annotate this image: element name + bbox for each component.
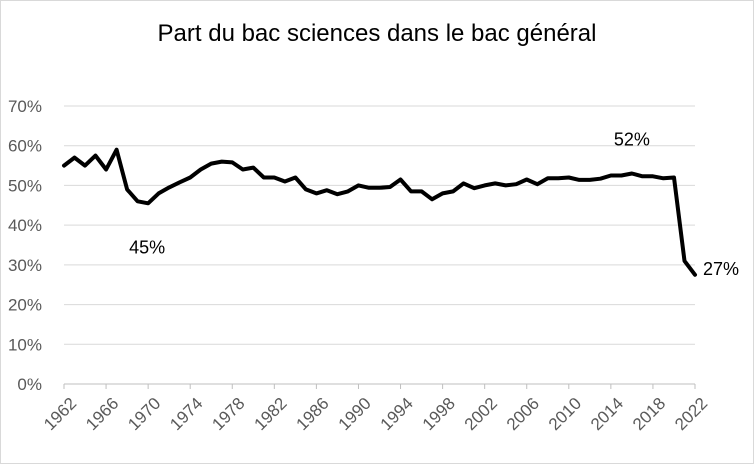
x-tick-label: 1994 — [377, 394, 417, 434]
series-line-0 — [62, 147, 697, 277]
y-tick-label: 60% — [8, 137, 42, 156]
x-tick-label: 1962 — [40, 394, 80, 434]
x-tick-label: 1978 — [208, 394, 248, 434]
x-tick-label: 2022 — [671, 394, 711, 434]
y-tick-label: 20% — [8, 296, 42, 315]
x-tick-label: 2018 — [629, 394, 669, 434]
x-tick-label: 2010 — [545, 394, 585, 434]
x-tick-label: 1970 — [124, 394, 164, 434]
x-tick-label: 1966 — [82, 394, 122, 434]
y-tick-label: 40% — [8, 216, 42, 235]
x-tick-label: 2002 — [461, 394, 501, 434]
x-tick-label: 1982 — [250, 394, 290, 434]
y-tick-label: 10% — [8, 335, 42, 354]
data-label: 45% — [129, 237, 165, 257]
x-tick-label: 1974 — [166, 394, 206, 434]
x-tick-label: 1998 — [419, 394, 459, 434]
y-tick-label: 30% — [8, 256, 42, 275]
x-tick-label: 1990 — [335, 394, 375, 434]
y-tick-label: 70% — [8, 97, 42, 116]
y-tick-label: 50% — [8, 176, 42, 195]
chart-title: Part du bac sciences dans le bac général — [157, 20, 597, 47]
x-tick-label: 1986 — [293, 394, 333, 434]
y-tick-label: 0% — [17, 375, 42, 394]
data-label: 52% — [614, 130, 650, 150]
x-tick-label: 2014 — [587, 394, 627, 434]
data-label: 27% — [703, 259, 739, 279]
x-tick-label: 2006 — [503, 394, 543, 434]
